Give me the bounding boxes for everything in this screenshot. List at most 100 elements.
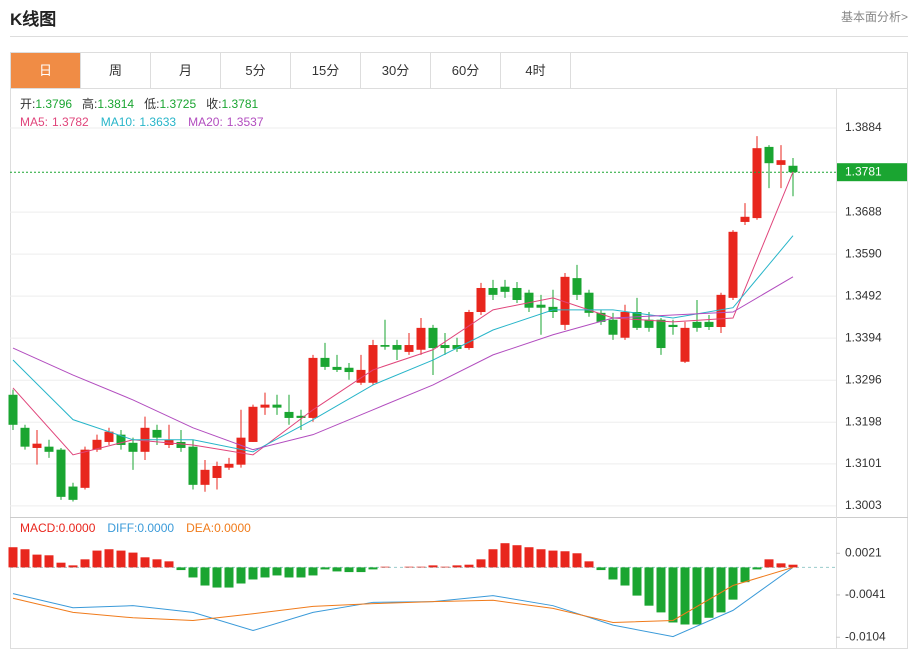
macd-bar [188, 567, 198, 578]
tab[interactable]: 15分 [291, 53, 361, 88]
macd-bar [212, 567, 222, 588]
y-tick-label: -0.0041 [845, 587, 886, 601]
fundamental-link[interactable]: 基本面分析> [840, 10, 908, 24]
candle-body [320, 357, 330, 367]
macd-line [12, 566, 794, 638]
candle-body [284, 411, 294, 418]
macd-bar [776, 563, 786, 568]
candle-body [332, 366, 342, 370]
candle-body [536, 304, 546, 308]
ma-legend: MA20: 1.3537 [188, 115, 264, 129]
tab[interactable]: 日 [11, 53, 81, 88]
candle-body [200, 469, 210, 485]
macd-bar [68, 565, 78, 568]
macd-bar [704, 567, 714, 618]
tab[interactable]: 月 [151, 53, 221, 88]
candle-body [668, 324, 678, 328]
ohlc-info: 收:1.3781 [206, 97, 258, 111]
ma-line [12, 276, 794, 451]
y-tick-label: 1.3198 [845, 414, 882, 428]
candle-body [236, 437, 246, 465]
candle-body [80, 449, 90, 488]
candle-body [380, 345, 390, 347]
macd-bar [608, 567, 618, 580]
macd-bar [92, 550, 102, 568]
tab[interactable]: 4时 [501, 53, 571, 88]
info-value: 0.0000 [214, 521, 251, 535]
macd-bar [560, 551, 570, 568]
macd-bar [44, 555, 54, 568]
info-label: 开: [20, 97, 35, 111]
candle-body [164, 439, 174, 445]
candle-body [656, 319, 666, 349]
macd-bar [356, 567, 366, 573]
macd-bar [596, 567, 606, 571]
candle-body [608, 319, 618, 335]
candle-body [788, 165, 798, 173]
candle-body [728, 231, 738, 298]
y-tick-label: -0.0104 [845, 629, 886, 643]
macd-bar [116, 550, 126, 568]
macd-bar [740, 567, 750, 583]
macd-bar [20, 549, 30, 568]
candle-body [764, 146, 774, 164]
candle-body [104, 431, 114, 442]
macd-bar [656, 567, 666, 613]
macd-bar [248, 567, 258, 580]
candle-body [356, 369, 366, 383]
tab[interactable]: 30分 [361, 53, 431, 88]
last-price-label: 1.3781 [845, 164, 882, 178]
macd-info: MACD:0.0000 [20, 521, 96, 535]
macd-bar [584, 561, 594, 568]
macd-bar [152, 559, 162, 568]
info-label: MACD: [20, 521, 59, 535]
macd-bar [32, 554, 42, 568]
candle-body [92, 439, 102, 450]
macd-bar [620, 567, 630, 586]
candle-body [572, 278, 582, 295]
y-tick-label: 1.3590 [845, 246, 882, 260]
y-tick-label: 1.3884 [845, 120, 882, 134]
candle-body [704, 321, 714, 328]
info-value: 1.3781 [221, 97, 258, 111]
candle-body [212, 465, 222, 478]
ohlc-info: 高:1.3814 [82, 96, 134, 111]
macd-bar [128, 552, 138, 568]
y-tick-label: 1.3003 [845, 498, 882, 512]
tab[interactable]: 5分 [221, 53, 291, 88]
macd-bar [176, 567, 186, 571]
candle-body [524, 292, 534, 308]
candle-body [32, 443, 42, 448]
info-value: 0.0000 [59, 521, 96, 535]
tab[interactable]: 60分 [431, 53, 501, 88]
macd-bar [104, 549, 114, 568]
macd-bar [548, 550, 558, 568]
candle-body [560, 276, 570, 325]
macd-bar [752, 567, 762, 570]
macd-bar [728, 567, 738, 600]
tab[interactable]: 周 [81, 53, 151, 88]
info-value: 1.3725 [159, 97, 196, 111]
legend-name: MA20: [188, 115, 223, 129]
macd-bar [788, 564, 798, 568]
macd-bar [692, 567, 702, 625]
macd-bar [668, 567, 678, 623]
macd-bar [680, 567, 690, 625]
ma-legend: MA5: 1.3782 [20, 115, 89, 129]
candle-body [296, 415, 306, 418]
macd-bar [416, 566, 426, 568]
y-tick-label: 1.3688 [845, 204, 882, 218]
info-value: 0.0000 [137, 521, 174, 535]
macd-bar [200, 567, 210, 586]
macd-bar [80, 559, 90, 568]
macd-bar [260, 567, 270, 578]
macd-info: DEA:0.0000 [186, 521, 251, 535]
candle-body [620, 312, 630, 338]
macd-bar [428, 565, 438, 568]
macd-bar [308, 567, 318, 576]
ma-line [12, 171, 794, 456]
macd-bar [632, 567, 642, 596]
candle-body [740, 216, 750, 222]
candle-body [584, 292, 594, 313]
